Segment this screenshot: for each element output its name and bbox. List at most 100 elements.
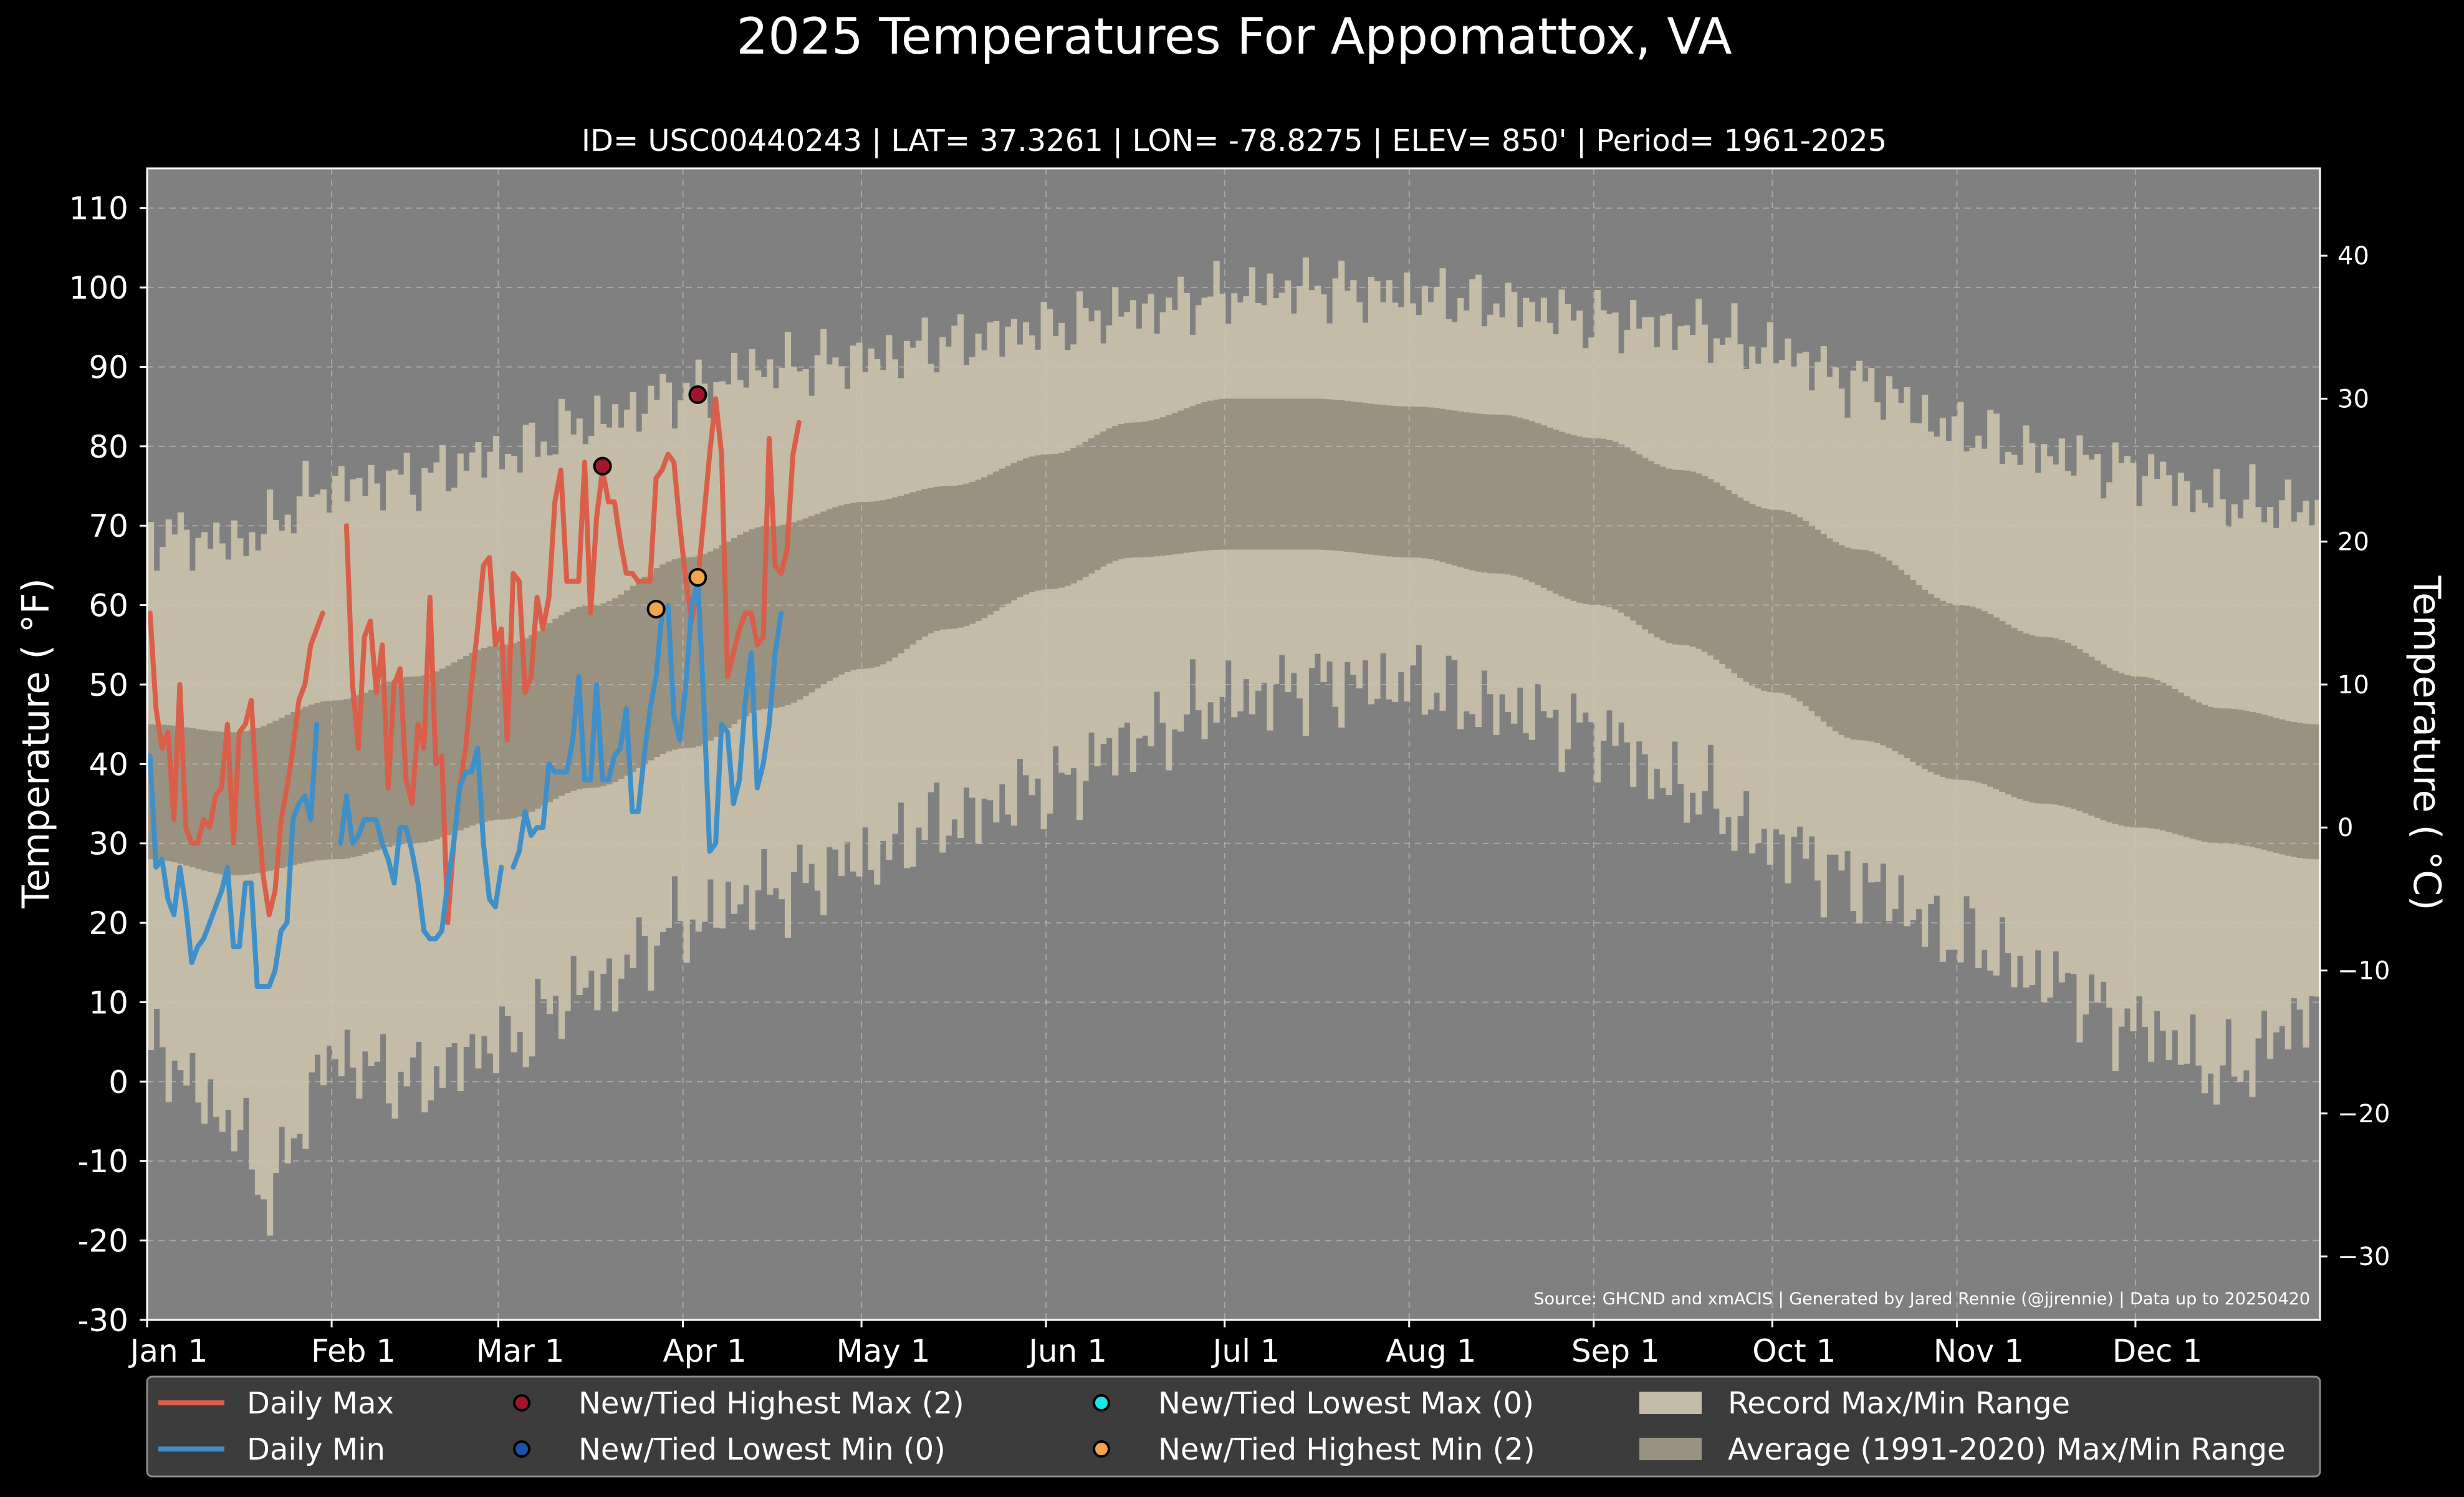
average-range-bar xyxy=(1141,421,1149,557)
legend-label: New/Tied Lowest Max (0) xyxy=(1158,1386,1534,1421)
average-range-bar xyxy=(1594,438,1601,605)
x-tick-label: Jun 1 xyxy=(1027,1333,1107,1369)
average-range-bar xyxy=(1850,549,1857,740)
average-range-bar xyxy=(344,699,351,859)
average-range-bar xyxy=(1737,498,1744,678)
average-range-bar xyxy=(1243,398,1250,550)
average-range-bar xyxy=(1397,406,1404,557)
average-range-bar xyxy=(1219,398,1226,550)
average-range-bar xyxy=(1558,431,1565,597)
y-tick-label: 110 xyxy=(69,191,128,227)
y-tick-label: 50 xyxy=(89,667,128,703)
x-tick-label: Sep 1 xyxy=(1571,1333,1660,1369)
average-range-bar xyxy=(1862,550,1869,741)
average-range-bar xyxy=(1993,617,2000,789)
average-range-bar xyxy=(1088,438,1095,574)
average-range-bar xyxy=(1523,419,1530,580)
average-range-bar xyxy=(1695,473,1702,649)
x-tick-label: Jul 1 xyxy=(1211,1333,1280,1369)
average-range-bar xyxy=(1707,479,1714,656)
average-range-bar xyxy=(874,501,881,667)
average-range-bar xyxy=(618,594,625,779)
average-range-bar xyxy=(844,504,851,672)
average-range-bar xyxy=(689,557,696,748)
average-range-bar xyxy=(1535,423,1541,585)
average-range-bar xyxy=(2112,670,2119,824)
average-range-bar xyxy=(1005,466,1012,604)
average-range-bar xyxy=(1338,400,1345,551)
series-line-segment xyxy=(147,721,320,989)
y-tick-label: 100 xyxy=(69,270,128,306)
average-range-bar xyxy=(2314,724,2321,860)
average-range-bar xyxy=(862,501,869,669)
average-range-bar xyxy=(225,732,232,875)
average-range-bar xyxy=(1684,470,1690,646)
average-range-bar xyxy=(1832,542,1839,731)
average-range-bar xyxy=(868,501,875,668)
average-range-bar xyxy=(2160,682,2167,831)
average-range-bar xyxy=(1892,565,1899,751)
average-range-bar xyxy=(838,505,845,675)
average-range-bar xyxy=(2189,699,2197,839)
average-range-bar xyxy=(2094,660,2101,818)
plot-area xyxy=(146,167,2321,1321)
average-range-bar xyxy=(856,502,863,670)
average-range-bar xyxy=(296,709,303,864)
average-range-bar xyxy=(1778,510,1786,693)
average-range-bar xyxy=(1981,611,1988,785)
average-range-bar xyxy=(1427,407,1434,559)
record-marker xyxy=(688,568,707,587)
average-range-bar xyxy=(1035,455,1042,591)
average-range-bar xyxy=(1326,399,1333,551)
average-range-bar xyxy=(2284,720,2291,856)
legend-label: New/Tied Highest Min (2) xyxy=(1158,1432,1535,1467)
y-tick-label-right: 10 xyxy=(2337,671,2369,700)
legend-label: New/Tied Highest Max (2) xyxy=(578,1386,964,1421)
average-range-bar xyxy=(2053,638,2059,805)
average-range-bar xyxy=(546,623,554,802)
average-range-bar xyxy=(1505,415,1512,575)
average-range-bar xyxy=(981,477,988,619)
average-range-bar xyxy=(1171,413,1178,555)
average-range-bar xyxy=(1273,398,1280,550)
average-range-bar xyxy=(975,479,982,622)
average-range-bar xyxy=(611,598,619,782)
average-range-bar xyxy=(993,471,1000,611)
average-range-bar xyxy=(957,484,964,628)
average-range-bar xyxy=(1761,508,1768,691)
average-range-bar xyxy=(522,638,529,815)
average-range-bar xyxy=(1790,514,1798,698)
average-range-bar xyxy=(1231,398,1238,550)
average-range-bar xyxy=(314,703,321,861)
average-range-bar xyxy=(279,718,285,869)
average-range-bar xyxy=(1927,594,1934,773)
average-range-bar xyxy=(201,729,208,871)
average-range-bar xyxy=(1463,412,1470,569)
series-line-segment xyxy=(147,610,325,918)
average-range-bar xyxy=(636,581,643,768)
average-range-bar xyxy=(2041,637,2048,804)
average-range-bar xyxy=(1278,398,1285,550)
average-range-bar xyxy=(1874,554,1881,743)
average-range-bar xyxy=(1260,398,1268,550)
average-range-bar xyxy=(713,548,720,737)
average-range-bar xyxy=(1225,398,1232,550)
average-range-bar xyxy=(808,516,815,693)
average-range-bar xyxy=(701,554,708,744)
average-range-bar xyxy=(261,726,267,872)
average-range-bar xyxy=(1803,521,1810,706)
average-range-bar xyxy=(1439,408,1446,562)
average-range-bar xyxy=(1010,463,1017,600)
average-range-bar xyxy=(481,648,487,822)
average-range-bar xyxy=(1285,398,1292,550)
average-range-bar xyxy=(1963,605,1970,781)
y-axis-label-right: Temperature ( °C) xyxy=(2405,575,2448,911)
average-range-bar xyxy=(1124,423,1131,558)
average-range-bar xyxy=(1826,538,1833,727)
average-range-bar xyxy=(1094,435,1101,570)
average-range-bar xyxy=(2058,640,2065,806)
average-range-bar xyxy=(1409,407,1416,558)
average-range-bar xyxy=(2201,705,2208,842)
x-tick-label: Aug 1 xyxy=(1386,1333,1476,1369)
average-range-bar xyxy=(2023,633,2030,801)
